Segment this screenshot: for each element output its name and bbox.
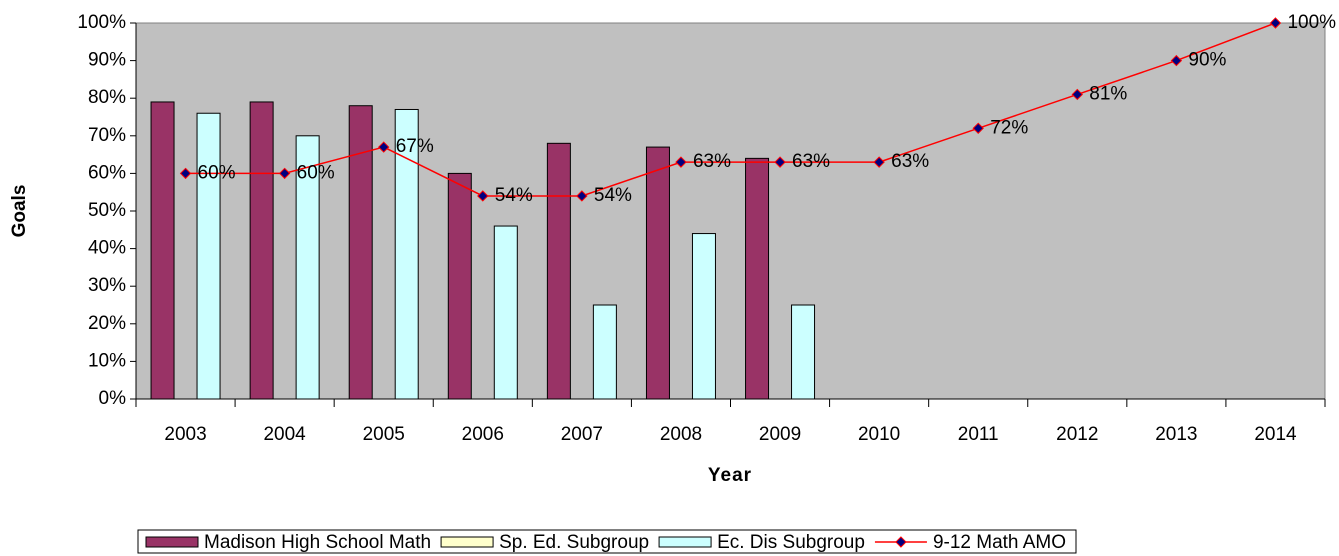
- bar: [348, 105, 373, 400]
- marker: [378, 141, 390, 153]
- data-label: 54%: [495, 185, 533, 206]
- y-tick-label: 40%: [88, 238, 126, 259]
- y-axis-title: Goals: [9, 185, 30, 238]
- data-label: 81%: [1089, 83, 1127, 104]
- x-tick-label: 2008: [660, 424, 702, 445]
- x-tick-label: 2007: [561, 424, 603, 445]
- legend-label: Sp. Ed. Subgroup: [499, 532, 649, 553]
- bar: [394, 108, 419, 400]
- data-label: 63%: [693, 151, 731, 172]
- line: [185, 22, 1276, 197]
- bar: [295, 135, 320, 400]
- bar: [745, 157, 770, 400]
- y-tick-label: 20%: [88, 313, 126, 334]
- bar: [546, 142, 571, 400]
- y-tick-label: 10%: [88, 350, 126, 371]
- y-tick-label: 0%: [99, 388, 127, 409]
- y-tick-label: 80%: [88, 87, 126, 108]
- data-label: 63%: [891, 151, 929, 172]
- bar: [645, 146, 670, 400]
- x-tick-label: 2012: [1056, 424, 1098, 445]
- marker: [774, 156, 786, 168]
- y-tick-label: 100%: [77, 12, 126, 33]
- plot-area: [135, 22, 1326, 400]
- data-label: 54%: [594, 185, 632, 206]
- x-tick-label: 2011: [958, 424, 999, 445]
- legend-label: Ec. Dis Subgroup: [717, 532, 865, 553]
- bar: [791, 304, 816, 400]
- x-tick-label: 2003: [164, 424, 206, 445]
- y-tick-label: 30%: [88, 275, 126, 296]
- marker: [1170, 54, 1183, 67]
- y-tick-label: 90%: [88, 50, 126, 71]
- marker: [477, 190, 489, 202]
- legend-swatch: [658, 536, 712, 548]
- x-tick-label: 2005: [363, 424, 405, 445]
- bar: [249, 101, 274, 400]
- bar: [691, 233, 716, 400]
- x-tick-label: 2013: [1155, 424, 1197, 445]
- legend-swatch: [145, 536, 199, 548]
- legend: Madison High School Math Sp. Ed. Subgroup…: [137, 529, 1077, 554]
- y-tick-label: 70%: [88, 125, 126, 146]
- data-label: 100%: [1287, 12, 1336, 33]
- legend-box: [137, 529, 1077, 554]
- x-axis-title: Year: [708, 465, 752, 486]
- data-label: 60%: [198, 162, 236, 183]
- bar: [447, 172, 472, 400]
- data-label: 72%: [990, 117, 1028, 138]
- bar: [592, 304, 617, 400]
- data-label: 60%: [297, 162, 335, 183]
- x-tick-label: 2010: [858, 424, 900, 445]
- marker: [873, 156, 885, 168]
- bar: [196, 112, 221, 400]
- marker: [179, 167, 192, 180]
- data-label: 90%: [1188, 50, 1226, 71]
- marker: [972, 122, 984, 134]
- data-label: 67%: [396, 136, 434, 157]
- legend-label: 9-12 Math AMO: [933, 532, 1066, 553]
- legend-label: Madison High School Math: [204, 532, 431, 553]
- legend-marker: [895, 536, 907, 548]
- bar: [493, 225, 518, 400]
- legend-swatch: [440, 536, 494, 548]
- marker: [1269, 17, 1282, 29]
- marker: [675, 156, 687, 168]
- marker: [1071, 88, 1083, 101]
- x-tick-label: 2004: [263, 424, 306, 445]
- bar: [150, 101, 175, 400]
- marker: [576, 190, 588, 202]
- x-tick-label: 2006: [462, 424, 504, 445]
- y-tick-label: 50%: [88, 200, 126, 221]
- marker: [278, 167, 291, 180]
- data-label: 63%: [792, 151, 830, 172]
- x-tick-label: 2014: [1254, 424, 1297, 445]
- y-tick-label: 60%: [88, 162, 126, 183]
- x-tick-label: 2009: [759, 424, 801, 445]
